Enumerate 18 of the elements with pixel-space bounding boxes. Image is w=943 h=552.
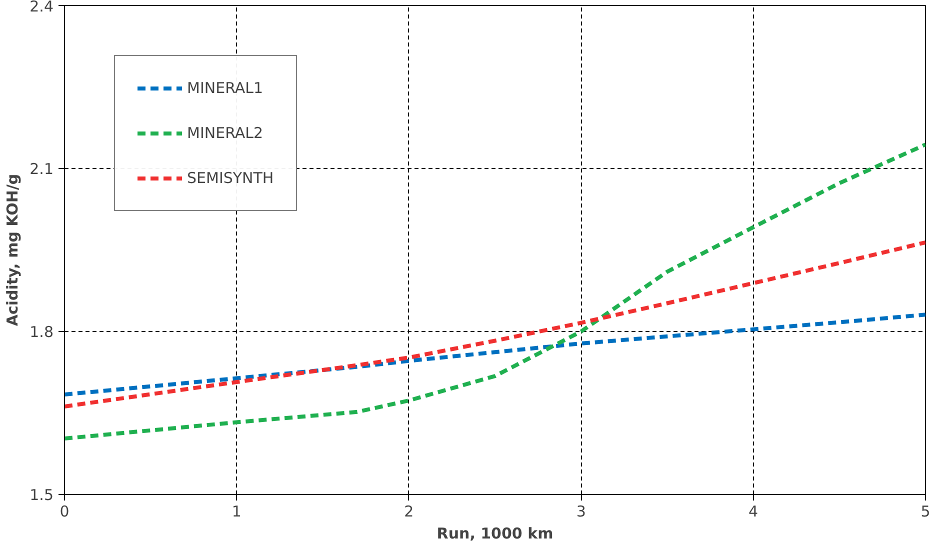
line-series xyxy=(64,142,926,441)
x-tick-label: 5 xyxy=(920,502,930,520)
y-tick-label: 1.5 xyxy=(30,486,54,504)
y-tick-label: 1.8 xyxy=(30,323,54,341)
x-tick-label: 3 xyxy=(576,502,586,520)
y-tick-label: 2.1 xyxy=(30,160,54,178)
y-tick-label: 2.4 xyxy=(30,0,54,16)
x-tick-label: 1 xyxy=(232,502,242,520)
legend-label: MINERAL1 xyxy=(187,79,264,97)
line-series xyxy=(64,240,926,408)
x-axis-title: Run, 1000 km xyxy=(436,524,554,542)
legend-label: SEMISYNTH xyxy=(187,169,274,187)
x-tick-label: 0 xyxy=(60,502,70,520)
x-tick-label: 2 xyxy=(404,502,414,520)
line-series xyxy=(64,312,926,397)
legend-label: MINERAL2 xyxy=(187,124,264,142)
y-axis-title: Acidity, mg KOH/g xyxy=(4,174,22,326)
x-tick-label: 4 xyxy=(748,502,758,520)
